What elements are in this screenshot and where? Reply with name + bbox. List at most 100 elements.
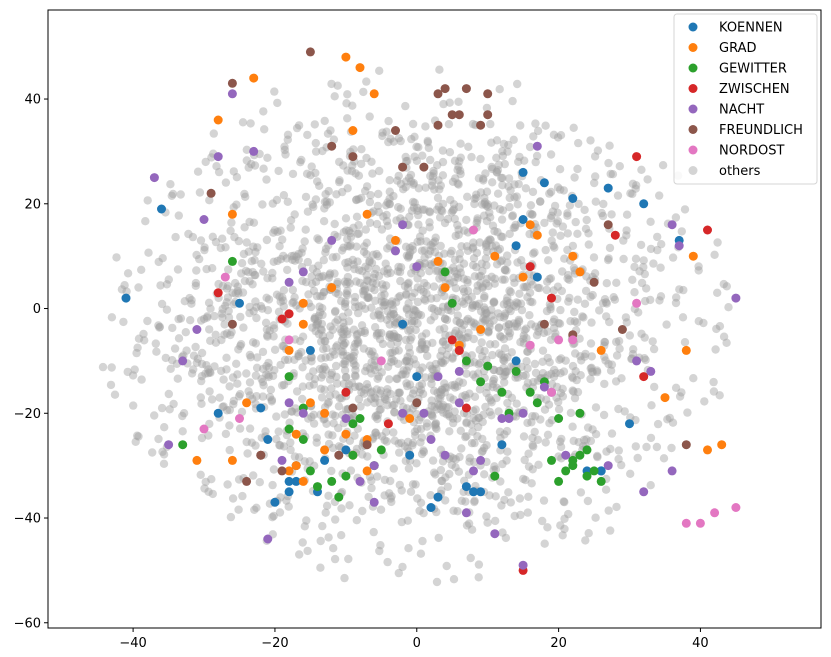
- others-point: [631, 254, 641, 263]
- others-point: [416, 438, 425, 447]
- nacht-point: [539, 382, 549, 392]
- others-point: [495, 349, 504, 358]
- others-point: [331, 361, 341, 371]
- others-point: [373, 201, 383, 211]
- others-point: [453, 179, 462, 188]
- others-point: [555, 319, 565, 328]
- others-point: [478, 284, 487, 293]
- others-point: [445, 412, 454, 421]
- others-point: [606, 444, 615, 454]
- others-point: [244, 268, 253, 277]
- others-point: [457, 242, 466, 251]
- others-point: [407, 134, 416, 144]
- others-point: [413, 297, 423, 307]
- others-point: [438, 199, 448, 209]
- others-point: [306, 302, 316, 312]
- others-point: [467, 351, 477, 360]
- others-point: [274, 307, 284, 316]
- legend-box: [673, 13, 818, 185]
- others-point: [510, 180, 519, 189]
- others-point: [694, 317, 703, 326]
- others-point: [378, 280, 387, 289]
- others-point: [563, 245, 572, 255]
- grad-point: [575, 267, 585, 277]
- others-point: [530, 427, 539, 437]
- others-point: [534, 327, 543, 336]
- others-point: [300, 457, 309, 466]
- others-point: [364, 293, 373, 303]
- others-point: [196, 393, 205, 402]
- others-point: [409, 355, 418, 364]
- grad-point: [405, 414, 415, 423]
- koennen-point: [532, 272, 542, 282]
- others-point: [425, 223, 434, 232]
- others-point: [519, 282, 528, 292]
- others-point: [174, 211, 183, 220]
- others-point: [601, 298, 611, 307]
- others-point: [531, 119, 540, 128]
- others-point: [377, 432, 387, 441]
- koennen-point: [157, 204, 166, 214]
- others-point: [525, 229, 534, 239]
- others-point: [522, 357, 531, 366]
- others-point: [354, 195, 363, 204]
- others-point: [234, 475, 244, 484]
- others-point: [377, 328, 386, 338]
- others-point: [386, 494, 395, 503]
- others-point: [382, 315, 392, 324]
- others-point: [566, 408, 576, 418]
- others-point: [404, 299, 413, 308]
- others-point: [463, 275, 472, 285]
- others-point: [487, 272, 496, 281]
- others-point: [622, 210, 632, 219]
- others-point: [276, 297, 285, 306]
- others-point: [515, 152, 524, 162]
- others-point: [586, 292, 595, 301]
- others-point: [427, 304, 437, 313]
- others-point: [268, 199, 277, 208]
- others-point: [326, 322, 335, 331]
- others-point: [314, 261, 323, 270]
- others-point: [385, 332, 394, 342]
- freundlich-point: [454, 110, 464, 120]
- others-point: [458, 297, 467, 306]
- koennen-point: [568, 194, 578, 203]
- others-point: [543, 523, 552, 532]
- others-point: [495, 205, 505, 214]
- others-point: [200, 245, 209, 255]
- others-point: [343, 263, 352, 272]
- others-point: [433, 193, 443, 203]
- others-point: [468, 119, 478, 129]
- others-point: [383, 401, 392, 410]
- others-point: [413, 311, 422, 321]
- others-point: [490, 298, 499, 307]
- others-point: [231, 289, 240, 298]
- others-point: [671, 383, 681, 392]
- nacht-point: [497, 414, 507, 423]
- others-point: [316, 292, 325, 301]
- grad-point: [433, 256, 443, 266]
- others-point: [341, 258, 350, 268]
- others-point: [482, 240, 491, 250]
- grad-point: [213, 115, 223, 125]
- others-point: [328, 253, 337, 262]
- grad-point: [227, 209, 237, 219]
- others-point: [218, 402, 227, 412]
- others-point: [222, 284, 232, 293]
- others-point: [406, 325, 415, 335]
- nacht-point: [632, 356, 642, 366]
- others-point: [258, 392, 268, 401]
- others-point: [456, 268, 465, 277]
- others-point: [319, 217, 329, 226]
- others-point: [586, 364, 595, 373]
- others-point: [489, 297, 499, 306]
- others-point: [395, 388, 404, 398]
- x-tick-label: 20: [550, 636, 567, 651]
- others-point: [342, 226, 351, 235]
- others-point: [206, 368, 215, 377]
- others-point: [472, 190, 481, 199]
- others-point: [499, 372, 508, 381]
- others-point: [119, 317, 128, 327]
- others-point: [287, 407, 296, 416]
